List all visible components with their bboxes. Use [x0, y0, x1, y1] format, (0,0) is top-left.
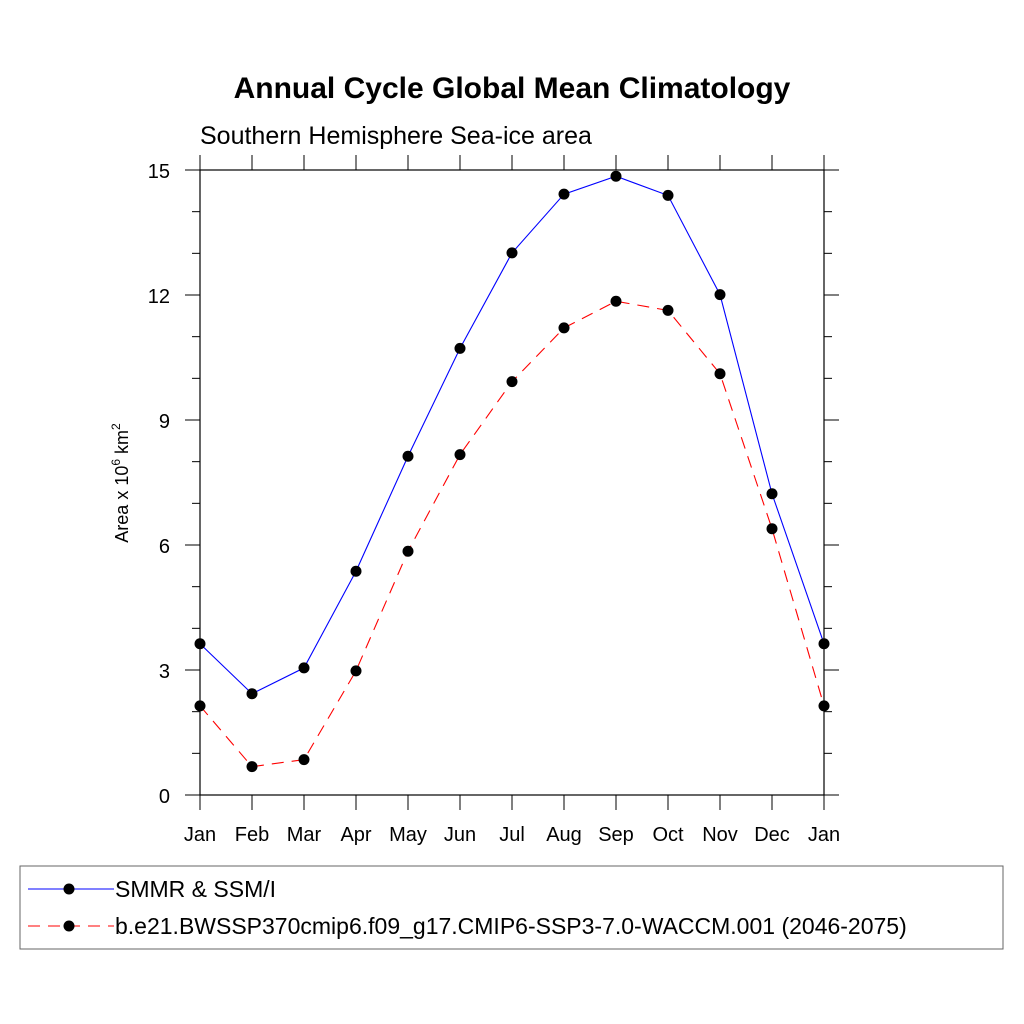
- y-tick-label-5: 15: [148, 161, 170, 183]
- series-2-point-10: [714, 368, 726, 380]
- legend-marker-1: [63, 883, 75, 895]
- series-2-point-12: [818, 700, 830, 712]
- series-1-point-3: [350, 565, 362, 577]
- series-1-point-10: [714, 289, 726, 301]
- x-tick-label-5: Jun: [444, 824, 476, 846]
- series-2-point-7: [558, 322, 570, 334]
- legend-box: [19, 865, 1004, 950]
- series-1-point-11: [766, 488, 778, 500]
- series-1-point-6: [506, 247, 518, 259]
- series-1-point-5: [454, 342, 466, 354]
- legend: SMMR & SSM/I b.e21.BWSSP370cmip6.f09_g17…: [19, 865, 1004, 950]
- y-axis-label: Area x 106 km2: [109, 423, 132, 543]
- series-1-point-4: [402, 450, 414, 462]
- series-2-point-0: [194, 700, 206, 712]
- series-2-point-11: [766, 523, 778, 535]
- plot-area: 0 3 6 9 12 15 Jan Feb Mar Apr May Jun Jul Aug Sep Oct No…: [148, 155, 840, 846]
- x-tick-label-10: Nov: [702, 824, 738, 846]
- series-2-point-1: [246, 761, 258, 773]
- y-tick-label-1: 3: [159, 661, 170, 683]
- legend-marker-2: [63, 920, 75, 932]
- series-2-point-5: [454, 449, 466, 461]
- y-tick-label-4: 12: [148, 286, 170, 308]
- plot-frame: [199, 169, 825, 796]
- series-1-point-1: [246, 688, 258, 700]
- x-tick-label-1: Feb: [235, 824, 269, 846]
- series-1-point-12: [818, 638, 830, 650]
- series-1-point-8: [610, 170, 622, 182]
- x-tick-label-4: May: [389, 824, 427, 846]
- legend-label-2: b.e21.BWSSP370cmip6.f09_g17.CMIP6-SSP3-7…: [115, 913, 907, 939]
- series-1-point-7: [558, 188, 570, 200]
- series-2-point-8: [610, 295, 622, 307]
- x-tick-label-9: Oct: [652, 824, 684, 846]
- series-line-2: [199, 300, 825, 768]
- y-tick-label-3: 9: [159, 411, 170, 433]
- series-2-point-3: [350, 665, 362, 677]
- series-1-point-2: [298, 662, 310, 674]
- y-tick-label-0: 0: [159, 786, 170, 808]
- x-tick-label-12: Jan: [808, 824, 840, 846]
- x-tick-label-8: Sep: [598, 824, 634, 846]
- svg-text:Area x 106 km2: Area x 106 km2: [109, 423, 132, 543]
- x-tick-label-7: Aug: [546, 824, 582, 846]
- series-2-point-4: [402, 545, 414, 557]
- y-axis-label-exponent-2: 2: [109, 423, 123, 430]
- series-2-point-2: [298, 754, 310, 766]
- y-axis-label-exponent-1: 6: [109, 459, 123, 466]
- x-tick-label-2: Mar: [287, 824, 322, 846]
- x-tick-label-0: Jan: [184, 824, 216, 846]
- x-tick-label-11: Dec: [754, 824, 790, 846]
- legend-label-1: SMMR & SSM/I: [115, 876, 276, 902]
- chart-subtitle: Southern Hemisphere Sea-ice area: [200, 122, 592, 150]
- y-tick-label-2: 6: [159, 536, 170, 558]
- legend-entry-2: b.e21.BWSSP370cmip6.f09_g17.CMIP6-SSP3-7…: [28, 913, 907, 939]
- series-2-point-6: [506, 376, 518, 388]
- chart-title: Annual Cycle Global Mean Climatology: [234, 72, 791, 105]
- x-tick-label-3: Apr: [340, 824, 371, 846]
- legend-entry-1: SMMR & SSM/I: [28, 876, 276, 902]
- y-axis-label-prefix: Area x 10: [112, 466, 132, 543]
- series-1-point-9: [662, 189, 674, 201]
- y-axis-label-unit: km: [112, 430, 132, 459]
- series-1-point-0: [194, 638, 206, 650]
- x-tick-label-6: Jul: [499, 824, 525, 846]
- series-2-point-9: [662, 304, 674, 316]
